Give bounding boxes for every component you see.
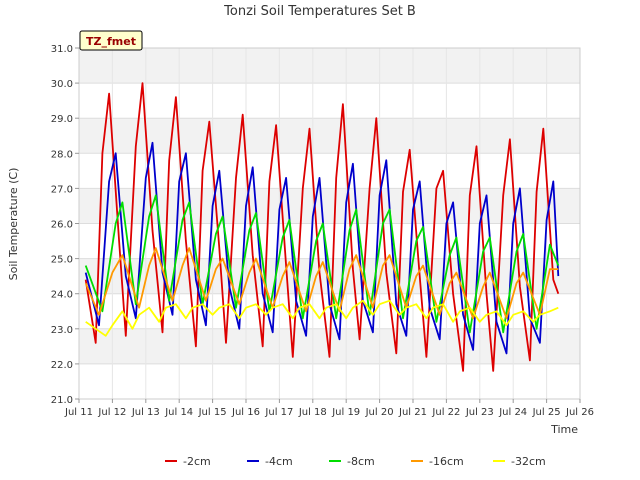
legend-label: -16cm — [429, 455, 464, 468]
plot-band — [79, 188, 580, 224]
legend: -2cm -4cm -8cm -16cm -32cm — [165, 455, 546, 468]
x-tick-label: Jul 14 — [164, 407, 193, 418]
station-label: TZ_fmet — [86, 35, 136, 48]
y-tick-label: 30.0 — [51, 79, 73, 90]
legend-label: -8cm — [347, 455, 375, 468]
plot-band — [79, 153, 580, 189]
plot-band — [79, 48, 580, 84]
series-line-16cmcm — [84, 247, 559, 320]
y-tick-label: 31.0 — [51, 44, 73, 55]
series-line-32cmcm — [85, 299, 559, 337]
x-tick-label: Jul 13 — [131, 407, 160, 418]
legend-label: -32cm — [511, 455, 546, 468]
x-axis-ticks: Jul 11 Jul 12 Jul 13 Jul 14 Jul 15 Jul 16 Jul … — [64, 399, 594, 418]
station-label-box: TZ_fmet — [79, 30, 143, 51]
y-tick-label: 24.0 — [51, 290, 73, 301]
x-axis-label: Time — [550, 423, 578, 436]
legend-label: -2cm — [183, 455, 211, 468]
plot-band — [79, 363, 580, 399]
y-tick-label: 29.0 — [51, 114, 73, 125]
x-tick-label: Jul 16 — [231, 407, 260, 418]
x-tick-label: Jul 23 — [465, 407, 494, 418]
x-tick-label: Jul 18 — [298, 407, 327, 418]
legend-label: -4cm — [265, 455, 293, 468]
x-tick-label: Jul 26 — [565, 407, 594, 418]
x-tick-label: Jul 20 — [365, 407, 394, 418]
x-tick-label: Jul 17 — [264, 407, 293, 418]
y-tick-label: 26.0 — [51, 220, 73, 231]
x-tick-label: Jul 11 — [64, 407, 93, 418]
series-line-8cmcm — [84, 194, 560, 334]
x-tick-label: Jul 15 — [198, 407, 227, 418]
chart-title: Tonzi Soil Temperatures Set B — [223, 4, 416, 19]
station-label-frame — [79, 30, 143, 51]
x-tick-label: Jul 12 — [97, 407, 126, 418]
x-tick-label: Jul 24 — [498, 407, 527, 418]
y-tick-label: 28.0 — [51, 149, 73, 160]
y-tick-label: 23.0 — [51, 325, 73, 336]
plot-band — [79, 83, 580, 119]
x-tick-label: Jul 25 — [532, 407, 561, 418]
y-tick-label: 21.0 — [51, 395, 73, 406]
series-lines — [84, 82, 560, 372]
x-tick-label: Jul 19 — [331, 407, 360, 418]
x-tick-label: Jul 22 — [431, 407, 460, 418]
y-axis-ticks: 21.0 22.0 23.0 24.0 25.0 26.0 27.0 28.0 29.0 30.0… — [51, 44, 79, 406]
y-tick-label: 22.0 — [51, 360, 73, 371]
y-axis-label: Soil Temperature (C) — [7, 168, 20, 281]
y-tick-label: 25.0 — [51, 255, 73, 266]
plot-band — [79, 118, 580, 154]
y-tick-label: 27.0 — [51, 184, 73, 195]
x-tick-label: Jul 21 — [398, 407, 427, 418]
